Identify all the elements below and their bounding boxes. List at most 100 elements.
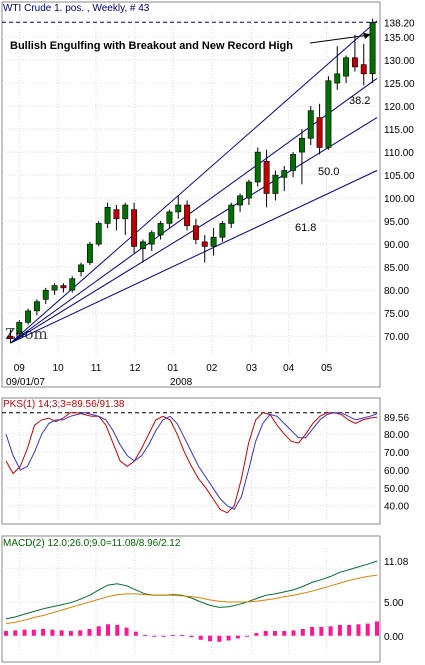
price-ytick-label: 130.00	[384, 56, 415, 67]
candle-body	[228, 204, 235, 224]
price-ytick-label: 105.00	[384, 171, 415, 182]
candle-body	[290, 154, 297, 171]
macd-panel: MACD(2) 12.0;26.0;9.0=11.08/8.96/2.12 0.…	[1, 535, 409, 663]
price-ytick-label: 90.00	[384, 240, 409, 251]
candle-body	[113, 209, 120, 220]
headline-arrow	[309, 34, 370, 44]
macd-histogram-bar	[96, 626, 101, 636]
candle-body	[245, 181, 252, 199]
candle-body	[307, 110, 314, 139]
macd-series-line	[5, 560, 378, 620]
fib-382-label: 38.2	[349, 95, 370, 107]
macd-histogram-bar	[263, 631, 268, 636]
x-month-label: 10	[53, 363, 65, 374]
candle-body	[237, 195, 244, 206]
macd-histogram-bar	[189, 635, 194, 638]
macd-histogram-bar	[310, 626, 315, 636]
price-ytick-label: 115.00	[384, 125, 414, 136]
macd-ytick-label: 5.00	[384, 598, 404, 609]
candle-body	[69, 278, 76, 291]
macd-histogram-bar	[124, 627, 129, 636]
trendline-fib-618	[10, 170, 378, 344]
macd-histogram-bar	[282, 631, 287, 636]
stoch-ytick-label: 80.00	[384, 430, 409, 441]
stoch-series-line	[5, 412, 378, 510]
x-month-label: 03	[246, 363, 258, 374]
macd-histogram-bar	[152, 635, 157, 637]
candle-body	[51, 285, 58, 291]
candle-body	[122, 204, 129, 220]
macd-histogram-bar	[87, 629, 92, 636]
x-month-label: 09	[14, 363, 26, 374]
macd-histogram-bar	[13, 630, 18, 636]
candle-body	[42, 289, 49, 300]
price-ytick-label: 135.00	[384, 33, 415, 44]
candle-body	[192, 225, 199, 240]
x-month-label: 05	[321, 363, 333, 374]
zoom-watermark: Zoom	[5, 325, 48, 343]
candle-body	[316, 117, 323, 148]
macd-histogram-bar	[254, 633, 259, 636]
candle-body	[184, 204, 191, 227]
macd-histogram-bar	[50, 629, 55, 636]
price-ytick-label: 125.00	[384, 79, 415, 90]
macd-histogram-bar	[31, 629, 36, 636]
x-month-label: 02	[206, 363, 218, 374]
last-price-label: 138.20	[384, 18, 415, 29]
arrow-head-icon	[363, 33, 371, 39]
trendline-fib-382	[10, 78, 378, 344]
x-year-label: 2008	[170, 377, 193, 388]
candle-body	[104, 207, 111, 224]
candle-body	[334, 73, 341, 84]
macd-last-value-label: 11.08	[384, 557, 409, 568]
macd-histogram-bar	[59, 630, 64, 636]
x-month-label: 01	[167, 363, 179, 374]
stoch-ytick-label: 70.00	[384, 448, 409, 459]
macd-histogram-bar	[328, 626, 333, 636]
macd-histogram-bar	[347, 624, 352, 636]
x-month-label: 11	[91, 363, 102, 374]
candle-body	[78, 264, 85, 273]
macd-histogram-bar	[22, 629, 27, 636]
macd-series-line	[5, 574, 378, 625]
candle-body	[33, 301, 40, 312]
candle-body	[219, 223, 226, 238]
macd-histogram-bar	[235, 635, 240, 639]
macd-histogram-bar	[170, 635, 175, 637]
candle-body	[201, 241, 208, 247]
candle-body	[298, 137, 305, 153]
macd-histogram-bar	[180, 635, 185, 637]
macd-histogram-bar	[291, 630, 296, 636]
candle-body	[263, 160, 270, 194]
macd-histogram-bar	[319, 626, 324, 636]
candle-body	[343, 57, 350, 77]
price-ytick-label: 100.00	[384, 194, 415, 205]
macd-title: MACD(2) 12.0;26.0;9.0=11.08/8.96/2.12	[3, 538, 181, 549]
candle-body	[7, 335, 14, 339]
candle-body	[60, 285, 67, 289]
macd-histogram-bar	[198, 635, 203, 640]
candle-body	[281, 170, 288, 178]
candle-body	[272, 174, 279, 194]
candle-body	[254, 151, 261, 183]
macd-histogram-bar	[4, 631, 8, 636]
stoch-ytick-label: 40.00	[384, 502, 409, 513]
price-ytick-label: 85.00	[384, 263, 409, 274]
macd-ytick-label: 0.00	[384, 632, 404, 643]
macd-histogram-bar	[300, 629, 305, 636]
macd-histogram-bar	[356, 624, 361, 636]
price-ytick-label: 80.00	[384, 286, 409, 297]
candle-body	[210, 236, 217, 247]
x-date-start: 09/01/07	[6, 377, 45, 388]
stochastic-panel: PKS(1) 14;3;3=89.56/91.38 40.00 50.00 60.0…	[1, 397, 409, 525]
headline-annotation: Bullish Engulfing with Breakout and New …	[10, 40, 293, 52]
macd-histogram-bar	[68, 631, 73, 636]
candle-body	[175, 204, 182, 213]
x-month-label: 12	[129, 363, 141, 374]
macd-histogram-bar	[337, 624, 342, 636]
candle-body	[157, 223, 164, 236]
stoch-ytick-label: 60.00	[384, 466, 409, 477]
